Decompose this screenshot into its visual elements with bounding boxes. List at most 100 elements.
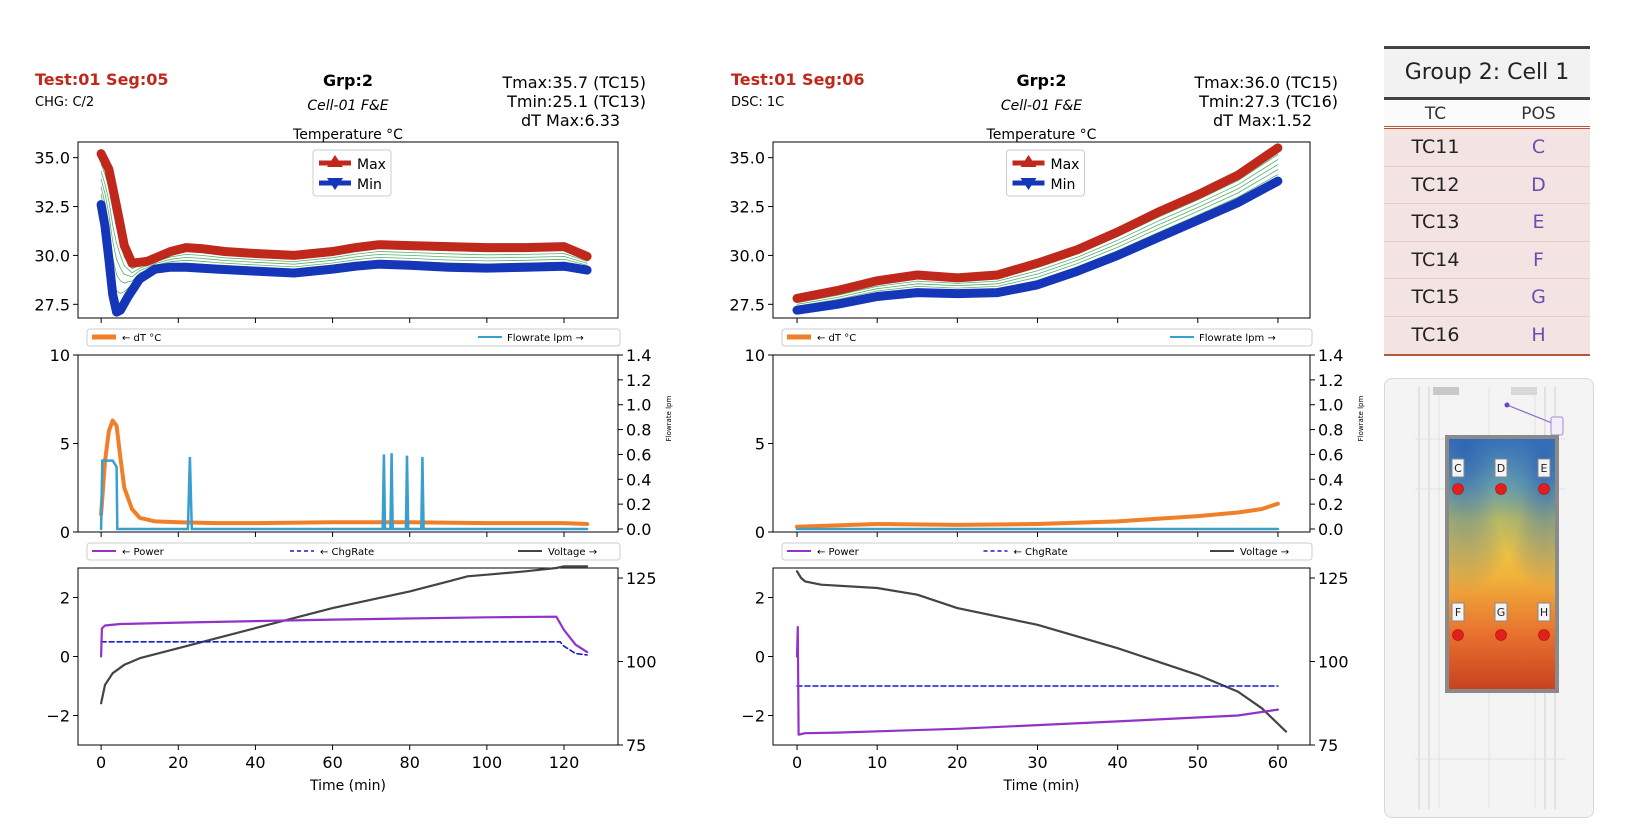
schematic-label: G (1497, 606, 1506, 619)
dtmax-label: dT Max:6.33 (521, 111, 620, 130)
series-min-line (792, 176, 1283, 315)
cell-schematic: C D E F G H (1384, 378, 1594, 818)
flow-y-tick-label: 1.2 (1318, 371, 1343, 390)
table-row: TC13 E (1384, 204, 1590, 242)
power-y-tick-label: 0 (755, 648, 765, 667)
x-tick-label: 60 (322, 753, 342, 772)
dt-y-tick-label: 0 (755, 523, 765, 542)
dt-y-tick-label: 10 (50, 346, 70, 365)
temperature-y-tick-label: 27.5 (729, 295, 765, 314)
flow-y-tick-label: 0.2 (626, 495, 651, 514)
voltage-y-tick-label: 125 (626, 569, 657, 588)
series-flow-line (99, 453, 589, 531)
flow-y-tick-label: 0.4 (626, 470, 651, 489)
voltage-y-tick-label: 75 (626, 736, 646, 755)
tmax-label: Tmax:35.7 (TC15) (501, 73, 646, 92)
series-dt-line (795, 501, 1280, 529)
segment-mode: CHG: C/2 (35, 95, 94, 110)
tmin-label: Tmin:27.3 (TC16) (1198, 92, 1338, 111)
table-cell-tc: TC13 (1411, 211, 1460, 234)
dt-flow-legend-box (781, 328, 1313, 347)
temperature-y-tick-label: 35.0 (34, 149, 70, 168)
flow-y-axis-label: Flowrate lpm (1357, 396, 1365, 442)
legend-min-label: Min (357, 177, 382, 193)
thermocouple-trace (796, 169, 1279, 307)
thermocouple-trace (100, 171, 588, 274)
table-cell-tc: TC16 (1411, 323, 1460, 346)
voltage-y-tick-label: 75 (1318, 736, 1338, 755)
legend-flow-label: Flowrate lpm → (1199, 333, 1276, 344)
table-cell-tc: TC14 (1411, 248, 1460, 271)
series-max-line (792, 143, 1283, 303)
series-max-line (96, 149, 592, 268)
temperature-title: Temperature °C (986, 127, 1097, 143)
table-cell-tc: TC11 (1411, 136, 1460, 158)
schematic-label: H (1540, 606, 1548, 619)
x-tick-label: 30 (1027, 753, 1047, 772)
temperature-plot-frame (77, 141, 619, 319)
table-row: TC12 D (1384, 166, 1590, 205)
table-cell-pos: E (1532, 211, 1545, 234)
schematic-label: D (1497, 462, 1505, 475)
temperature-plot-frame (772, 141, 1311, 319)
power-y-tick-label: −2 (46, 707, 70, 726)
temperature-y-tick-label: 27.5 (34, 295, 70, 314)
temperature-y-tick-label: 30.0 (729, 246, 765, 265)
series-voltage-line (99, 565, 589, 705)
table-row: TC16 H (1384, 316, 1590, 356)
flow-y-tick-label: 1.2 (626, 371, 651, 390)
power-legend-box (781, 542, 1313, 561)
temperature-y-tick-label: 35.0 (729, 149, 765, 168)
table-cell-pos: G (1531, 286, 1546, 309)
legend-dt-label: ← dT °C (817, 333, 856, 344)
legend-chgrate-label: ← ChgRate (1014, 547, 1068, 558)
table-cell-tc: TC15 (1411, 286, 1460, 309)
temperature-y-tick-label: 32.5 (34, 198, 70, 217)
legend-power-label: ← Power (122, 547, 165, 558)
x-tick-label: 40 (245, 753, 265, 772)
voltage-y-tick-label: 100 (626, 653, 657, 672)
thermocouple-trace (796, 164, 1279, 305)
table-cell-pos: F (1533, 248, 1544, 271)
power-plot-frame (77, 567, 619, 746)
table-cell-pos: D (1531, 173, 1546, 196)
segment-title: Test:01 Seg:05 (35, 70, 169, 89)
power-y-tick-label: 2 (755, 589, 765, 608)
thermocouple-trace (100, 178, 588, 278)
dtmax-label: dT Max:1.52 (1213, 111, 1312, 130)
table-row: TC11 C (1384, 129, 1590, 167)
x-tick-label: 100 (472, 753, 503, 772)
temperature-y-tick-label: 32.5 (729, 198, 765, 217)
flow-y-tick-label: 1.4 (1318, 346, 1343, 365)
tmin-label: Tmin:25.1 (TC13) (506, 92, 646, 111)
power-plot-frame (772, 567, 1311, 746)
flow-y-tick-label: 0.8 (626, 421, 651, 440)
flow-y-tick-label: 0.8 (1318, 421, 1343, 440)
tmax-label: Tmax:36.0 (TC15) (1193, 73, 1338, 92)
voltage-y-tick-label: 125 (1318, 569, 1349, 588)
x-tick-label: 60 (1268, 753, 1288, 772)
legend-max-label: Max (357, 157, 386, 173)
legend-max-marker (327, 155, 343, 167)
dt-y-tick-label: 10 (745, 346, 765, 365)
series-chgrate-line (100, 640, 588, 656)
schematic-label: F (1455, 606, 1461, 619)
dt-y-tick-label: 0 (60, 523, 70, 542)
series-min-line (96, 200, 592, 317)
dt-flow-plot-frame (772, 354, 1311, 533)
x-tick-label: 40 (1107, 753, 1127, 772)
table-cell-tc: TC12 (1411, 173, 1460, 196)
legend-voltage-label: Voltage → (1240, 547, 1289, 558)
legend-min-label: Min (1051, 177, 1076, 193)
segment-title: Test:01 Seg:06 (731, 70, 865, 89)
legend-flow-label: Flowrate lpm → (507, 333, 584, 344)
segment-mode: DSC: 1C (731, 95, 784, 110)
power-y-tick-label: 0 (60, 648, 70, 667)
x-tick-label: 120 (549, 753, 580, 772)
thermocouple-trace (100, 186, 588, 284)
flow-y-tick-label: 0.0 (1318, 520, 1343, 539)
column-header-tc: TC (1424, 104, 1447, 124)
legend-min-marker (327, 178, 343, 190)
schematic-label: C (1454, 462, 1462, 475)
